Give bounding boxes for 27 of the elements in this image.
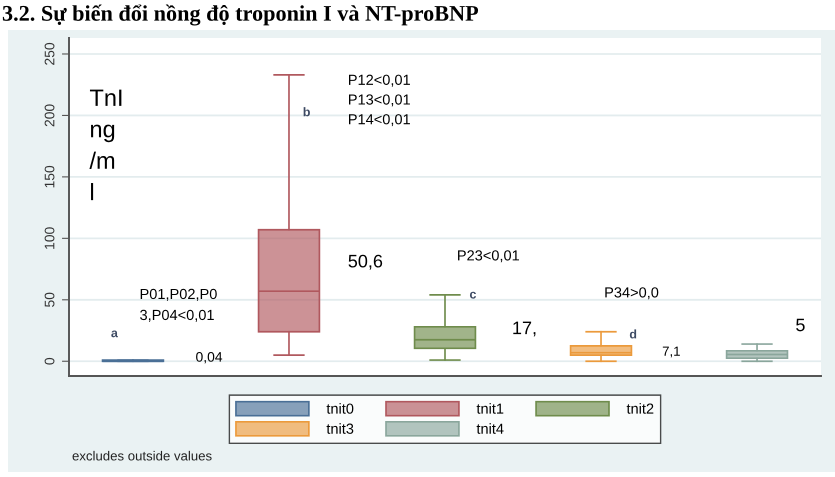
annotation: 5: [796, 318, 805, 332]
legend-label: tnit3: [326, 423, 354, 434]
annotation: a: [111, 330, 118, 338]
annotation: P23<0,01: [458, 250, 519, 262]
annotation: P34>0,0: [605, 287, 658, 300]
y-tick-label: 200: [44, 104, 54, 126]
y-tick-label: 50: [44, 292, 54, 307]
annotation: TnI ng /m l: [89, 90, 122, 200]
annotation: 0,04: [196, 352, 222, 364]
annotation: P12<0,01 P13<0,01 P14<0,01: [349, 74, 410, 126]
annotation: 7,1: [662, 346, 680, 358]
annotation: c: [470, 292, 476, 299]
text: excludes outside values: [72, 450, 212, 461]
y-tick-label: 100: [44, 227, 54, 249]
legend-label: tnit2: [626, 403, 654, 414]
annotation: b: [304, 107, 310, 116]
annotation: 17,: [513, 322, 536, 336]
y-tick-label: 0: [44, 358, 54, 365]
annotation: d: [630, 329, 636, 339]
y-tick-label: 150: [44, 166, 54, 188]
legend-label: tnit1: [476, 403, 504, 414]
legend-label: tnit4: [476, 423, 504, 434]
annotation: 50,6: [348, 254, 382, 270]
annotation: P01,P02,P0 3,P04<0,01: [140, 288, 217, 322]
legend-label: tnit0: [326, 403, 354, 414]
y-tick-label: 250: [44, 42, 54, 65]
chart-title: 3.2. Sự biến đổi nồng độ troponin I và NT-proBNP: [2, 4, 478, 26]
